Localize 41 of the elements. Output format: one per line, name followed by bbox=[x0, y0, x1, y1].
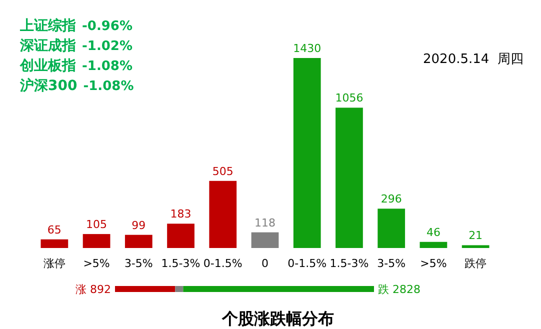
data-label: 1430 bbox=[293, 42, 322, 55]
data-label: 涨 892 bbox=[76, 283, 111, 296]
text: 个股涨跌幅分布 bbox=[221, 309, 334, 328]
x-tick-label: 0-1.5% bbox=[288, 257, 327, 270]
annotation: 沪深300 -1.08% bbox=[19, 77, 134, 94]
data-label: 跌 2828 bbox=[378, 283, 420, 296]
bar bbox=[167, 224, 194, 248]
bar bbox=[209, 180, 237, 248]
bar bbox=[124, 234, 152, 248]
x-tick-label: 1.5-3% bbox=[161, 257, 200, 270]
text: 上证综指 -0.96% bbox=[19, 17, 132, 34]
bar bbox=[462, 245, 490, 248]
x-tick-label: 涨停 bbox=[43, 257, 66, 270]
x-tick-label: 0-1.5% bbox=[203, 257, 242, 270]
bar bbox=[378, 208, 406, 248]
bar bbox=[82, 234, 110, 248]
bar bbox=[336, 108, 363, 248]
x-tick-label: 3-5% bbox=[377, 257, 406, 270]
x-tick-label: >5% bbox=[83, 257, 110, 270]
bar bbox=[40, 239, 68, 248]
data-label: 296 bbox=[380, 192, 402, 206]
data-label: 505 bbox=[212, 164, 234, 178]
data-label: 118 bbox=[254, 216, 276, 230]
x-tick-label: 1.5-3% bbox=[330, 257, 369, 270]
annotation: 创业板指 -1.08% bbox=[19, 58, 132, 74]
data-label: 1056 bbox=[335, 92, 364, 105]
data-label: 99 bbox=[132, 218, 146, 232]
data-label: 65 bbox=[47, 223, 62, 236]
data-label: 105 bbox=[86, 218, 108, 232]
text: 深证成指 -1.02% bbox=[19, 38, 132, 54]
x-tick-label: 0 bbox=[262, 257, 268, 270]
data-label: 21 bbox=[468, 229, 483, 242]
data-label: 46 bbox=[426, 226, 440, 239]
x-tick-label: 跌停 bbox=[464, 257, 487, 270]
data-label: 183 bbox=[170, 208, 192, 221]
x-tick-label: >5% bbox=[420, 257, 447, 270]
bar bbox=[293, 58, 321, 248]
bar bbox=[251, 232, 279, 248]
annotation: 2020.5.14 周四 bbox=[423, 52, 524, 67]
bar bbox=[420, 242, 448, 248]
x-tick-label: 3-5% bbox=[124, 257, 153, 270]
